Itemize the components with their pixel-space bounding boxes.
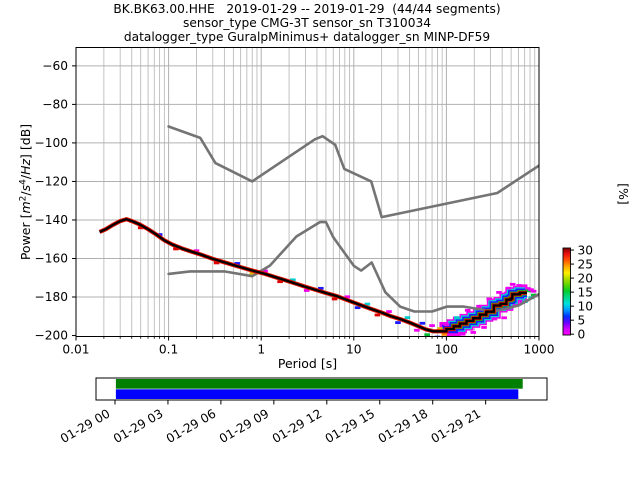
timeline-tick-label: 01-29 00 [58,406,112,446]
plot-border [75,47,540,337]
colorbar-bar [562,247,571,336]
colorbar-tick-label: 5 [578,313,586,327]
timeline-tick-label: 01-29 21 [429,406,483,446]
ppsd-mode-line [99,217,527,333]
y-tick-label: −100 [35,136,68,150]
plot-background [76,47,539,337]
colorbar-tick-label: 15 [578,285,594,299]
grid-layer [76,47,539,337]
timeline-tick-label: 01-29 12 [270,406,324,446]
y-tick-label: −200 [35,329,68,343]
timeline-coverage-bar [115,389,519,399]
y-tick-label: −180 [35,290,68,304]
colorbar-tick-label: 20 [578,271,594,285]
x-tick-label: 100 [435,343,458,357]
colorbar-tick-label: 10 [578,299,594,313]
y-axis-label: Power [m2/s4/Hz] [dB] [18,124,33,260]
timeline-tick-label: 01-29 15 [323,406,377,446]
data-layer [98,125,539,337]
timeline-tick-label: 01-29 18 [376,406,430,446]
x-axis-label: Period [s] [278,356,337,371]
y-tick-label: −140 [35,213,68,227]
plot-title-line3: datalogger_type GuralpMinimus+ datalogge… [124,30,490,44]
x-tick-label: 10 [346,343,362,357]
colorbar-tick-label: 30 [578,243,594,257]
x-tick-label: 0.01 [62,343,89,357]
noise-model-high-NHNM [167,125,539,219]
y-tick-label: −160 [35,252,68,266]
y-tick-label: −120 [35,175,68,189]
timeline-tick-label: 01-29 09 [217,406,271,446]
percent-axis-label: [%] [616,183,631,205]
x-tick-label: 0.1 [159,343,178,357]
colorbar-tick-label: 25 [578,257,594,271]
y-tick-label: −60 [42,59,68,73]
plot-title-line1: BK.BK63.00.HHE 2019-01-29 -- 2019-01-29 … [113,2,500,16]
x-tick-label: 1 [257,343,265,357]
timeline-tick-label: 01-29 06 [164,406,218,446]
axes-layer: 0.01 0.1 1 10 100 1000 −200 −180 −160 −140 −120 −10… [35,47,555,357]
y-tick-label: −80 [42,98,68,112]
colorbar-tick-label: 0 [578,327,586,341]
plot-title-line2: sensor_type CMG-3T sensor_sn T310034 [183,16,431,30]
plot-data-clipped [98,125,539,337]
x-tick-label: 1000 [523,343,554,357]
timeline-available-bar [115,379,523,389]
timeline-tick-label: 01-29 03 [111,406,165,446]
